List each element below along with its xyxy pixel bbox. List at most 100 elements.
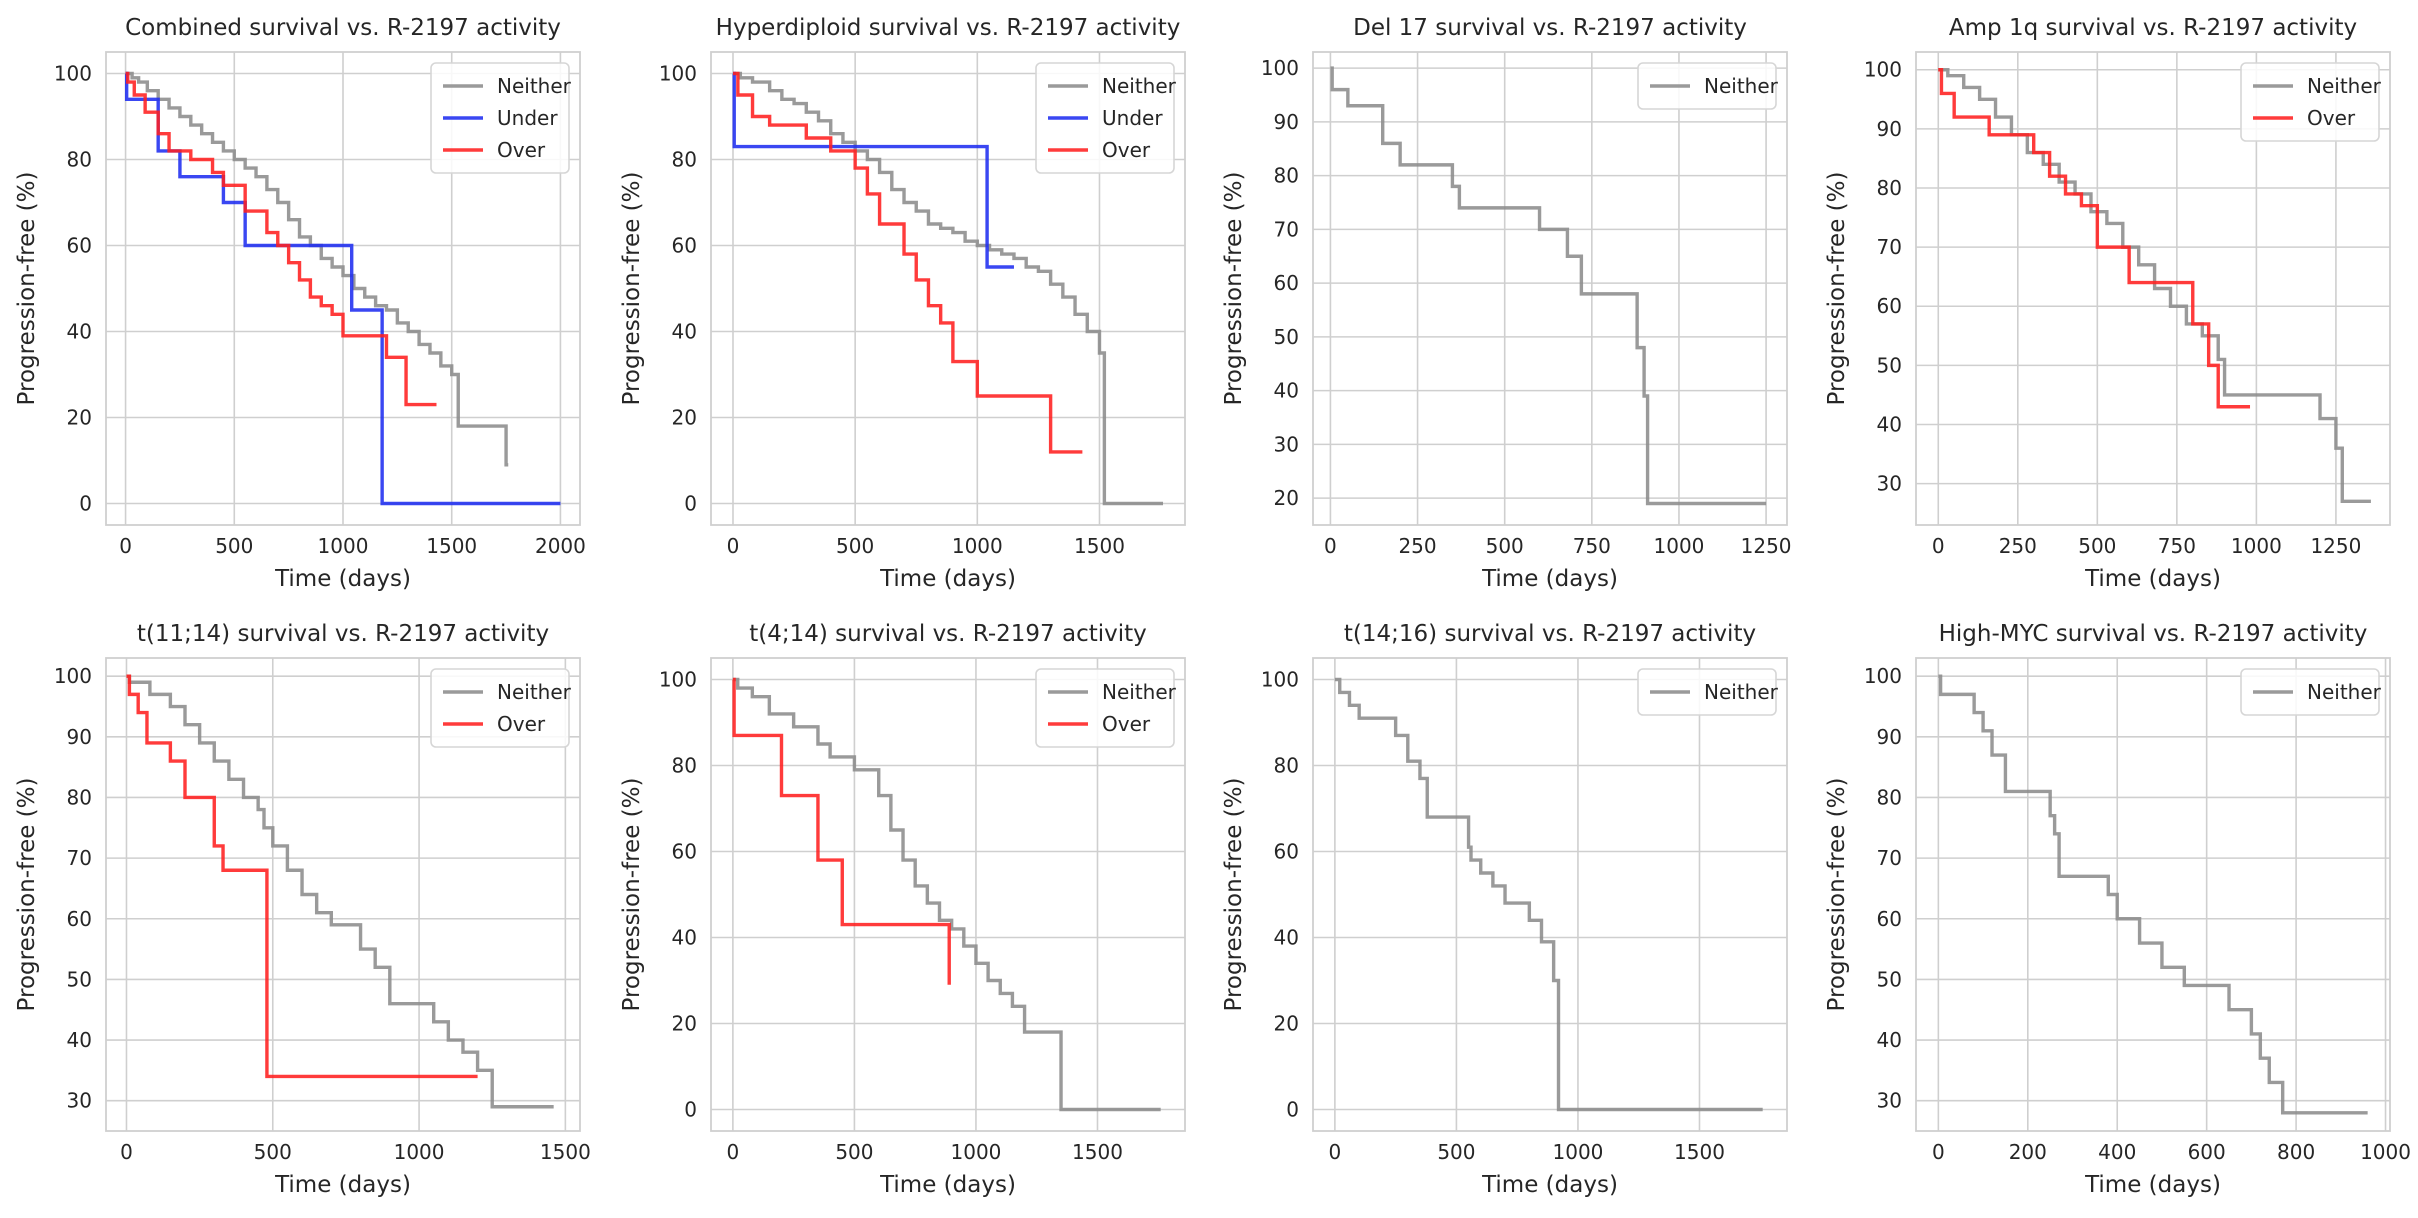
x-axis-label: Time (days) bbox=[2084, 566, 2221, 592]
y-axis-label: Progression-free (%) bbox=[619, 778, 645, 1012]
y-tick-label: 0 bbox=[684, 492, 697, 516]
y-tick-label: 0 bbox=[684, 1098, 697, 1122]
y-tick-label: 60 bbox=[1274, 271, 1299, 295]
x-tick-label: 750 bbox=[2158, 534, 2196, 558]
legend-label: Neither bbox=[1102, 74, 1177, 98]
y-tick-label: 40 bbox=[672, 320, 697, 344]
y-tick-label: 80 bbox=[672, 754, 697, 778]
chart-panel-0: 0 500 1000 1500 2000 0 20 40 60 80 100 Combined sur… bbox=[14, 15, 586, 592]
chart-panel-3: 0 250 500 750 1000 1250 30 40 50 60 70 80 90 100 Amp 1… bbox=[1824, 15, 2391, 592]
x-tick-label: 1250 bbox=[1741, 534, 1792, 558]
x-tick-label: 800 bbox=[2277, 1140, 2315, 1164]
y-tick-label: 40 bbox=[1877, 412, 1902, 436]
y-axis-label: Progression-free (%) bbox=[1824, 778, 1850, 1012]
y-tick-label: 80 bbox=[672, 148, 697, 172]
y-axis-label: Progression-free (%) bbox=[14, 778, 40, 1012]
y-tick-label: 20 bbox=[1274, 486, 1299, 510]
y-tick-label: 70 bbox=[1274, 217, 1299, 241]
legend: Neither bbox=[1637, 62, 1779, 110]
legend-label: Over bbox=[1102, 138, 1151, 162]
y-tick-label: 60 bbox=[1877, 907, 1902, 931]
series-line-over bbox=[732, 71, 1083, 454]
x-axis-label: Time (days) bbox=[274, 566, 411, 592]
chart-title: Del 17 survival vs. R-2197 activity bbox=[1353, 15, 1747, 41]
y-tick-label: 60 bbox=[67, 234, 92, 258]
legend-box bbox=[430, 668, 570, 748]
y-tick-label: 40 bbox=[1877, 1028, 1902, 1052]
x-tick-label: 0 bbox=[727, 534, 740, 558]
y-tick-label: 100 bbox=[1864, 664, 1902, 688]
x-axis-label: Time (days) bbox=[2084, 1172, 2221, 1198]
x-tick-label: 0 bbox=[1932, 1140, 1945, 1164]
series-line-neither bbox=[732, 677, 1161, 1112]
x-tick-label: 250 bbox=[1999, 534, 2037, 558]
y-tick-label: 60 bbox=[1877, 294, 1902, 318]
x-tick-label: 0 bbox=[727, 1140, 740, 1164]
series-line-over bbox=[1938, 68, 2251, 409]
chart-panel-1: 0 500 1000 1500 0 20 40 60 80 100 Hyperdiploid sur… bbox=[619, 15, 1186, 592]
y-tick-label: 20 bbox=[67, 406, 92, 430]
chart-title: High-MYC survival vs. R-2197 activity bbox=[1939, 621, 2368, 647]
y-tick-label: 60 bbox=[672, 234, 697, 258]
x-tick-label: 0 bbox=[1932, 534, 1945, 558]
y-tick-label: 50 bbox=[67, 967, 92, 991]
legend: Neither bbox=[2240, 668, 2382, 716]
legend-label: Neither bbox=[1102, 680, 1177, 704]
plot-frame bbox=[1915, 51, 2391, 526]
plot-frame bbox=[1312, 51, 1788, 526]
chart-title: Hyperdiploid survival vs. R-2197 activit… bbox=[716, 15, 1181, 41]
y-tick-label: 60 bbox=[67, 907, 92, 931]
x-tick-label: 1250 bbox=[2310, 534, 2361, 558]
y-tick-label: 70 bbox=[1877, 846, 1902, 870]
plot-frame bbox=[710, 657, 1186, 1132]
legend-label: Over bbox=[497, 712, 546, 736]
series-line-neither bbox=[1938, 68, 2371, 504]
legend-label: Over bbox=[2307, 106, 2356, 130]
y-tick-label: 100 bbox=[1261, 56, 1299, 80]
legend-box bbox=[430, 62, 570, 174]
series-line-neither bbox=[126, 674, 554, 1109]
x-tick-label: 500 bbox=[1486, 534, 1524, 558]
x-tick-label: 1000 bbox=[1553, 1140, 1604, 1164]
y-tick-label: 40 bbox=[1274, 926, 1299, 950]
y-axis-label: Progression-free (%) bbox=[1824, 172, 1850, 406]
series-line-neither bbox=[125, 71, 509, 467]
x-tick-label: 1000 bbox=[318, 534, 369, 558]
series-line-over bbox=[126, 674, 478, 1079]
plot-frame bbox=[105, 51, 581, 526]
chart-title: Combined survival vs. R-2197 activity bbox=[125, 15, 561, 41]
x-tick-label: 750 bbox=[1573, 534, 1611, 558]
y-tick-label: 100 bbox=[659, 668, 697, 692]
legend-label: Under bbox=[1102, 106, 1163, 130]
x-tick-label: 500 bbox=[215, 534, 253, 558]
legend-label: Over bbox=[497, 138, 546, 162]
legend-label: Neither bbox=[497, 74, 572, 98]
y-tick-label: 80 bbox=[1877, 785, 1902, 809]
y-tick-label: 100 bbox=[1864, 58, 1902, 82]
legend-label: Neither bbox=[1704, 680, 1779, 704]
legend: Neither Under Over bbox=[1035, 62, 1177, 174]
y-tick-label: 40 bbox=[1274, 379, 1299, 403]
legend-label: Over bbox=[1102, 712, 1151, 736]
y-axis-label: Progression-free (%) bbox=[14, 172, 40, 406]
plot-frame bbox=[710, 51, 1186, 526]
legend: Neither Under Over bbox=[430, 62, 572, 174]
chart-panel-6: 0 500 1000 1500 0 20 40 60 80 100 t(14;16) surviva… bbox=[1221, 621, 1788, 1198]
plot-frame bbox=[1312, 657, 1788, 1132]
x-tick-label: 500 bbox=[835, 1140, 873, 1164]
legend-label: Neither bbox=[2307, 74, 2382, 98]
y-tick-label: 0 bbox=[1286, 1098, 1299, 1122]
x-tick-label: 1500 bbox=[540, 1140, 591, 1164]
series-line-under bbox=[732, 71, 1014, 269]
x-tick-label: 250 bbox=[1398, 534, 1436, 558]
legend-label: Neither bbox=[497, 680, 572, 704]
chart-title: t(4;14) survival vs. R-2197 activity bbox=[749, 621, 1147, 647]
series-line-neither bbox=[732, 71, 1164, 506]
series-line-neither bbox=[1334, 677, 1763, 1112]
chart-panel-4: 0 500 1000 1500 30 40 50 60 70 80 90 100 t(11;14) su… bbox=[14, 621, 591, 1198]
plot-frame bbox=[1915, 657, 2391, 1132]
legend-label: Neither bbox=[1704, 74, 1779, 98]
y-tick-label: 80 bbox=[1877, 176, 1902, 200]
y-axis-label: Progression-free (%) bbox=[619, 172, 645, 406]
y-tick-label: 80 bbox=[67, 785, 92, 809]
